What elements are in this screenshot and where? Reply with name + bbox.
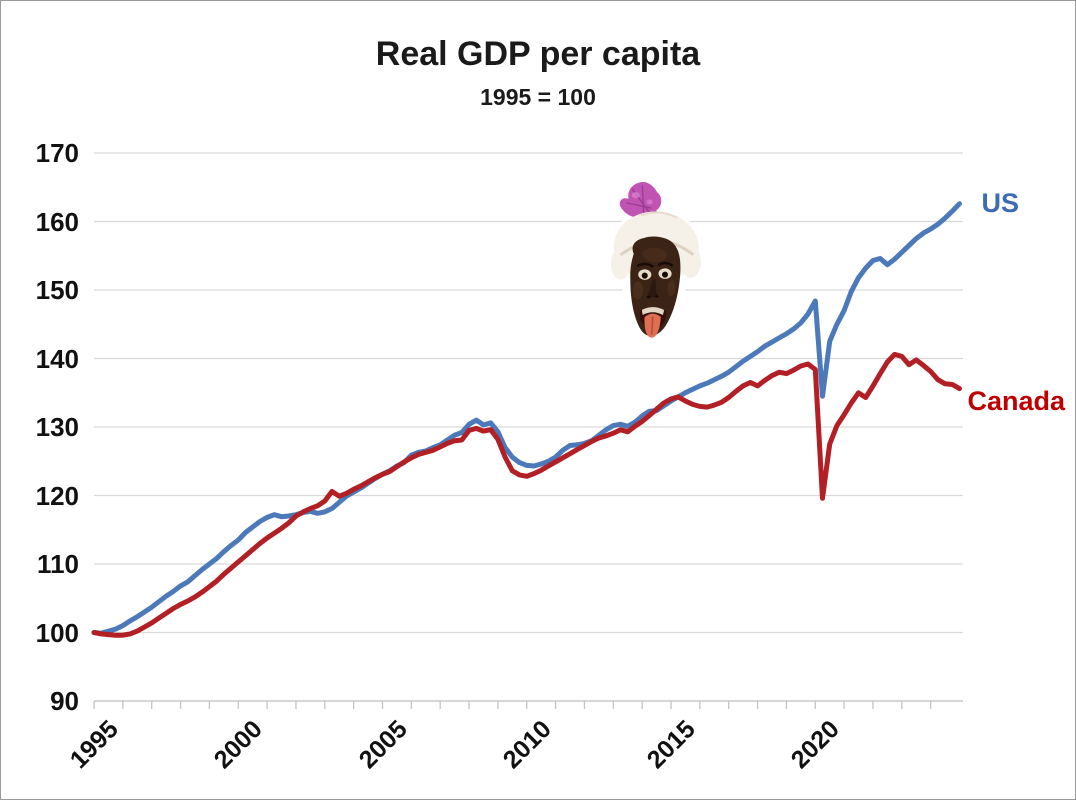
turban-face-image [608,179,704,344]
chart-subtitle: 1995 = 100 [480,84,596,110]
us-line [91,201,962,636]
y-tick-label: 140 [35,343,79,374]
y-tick-label: 130 [35,412,79,442]
y-tick-label: 90 [50,686,79,716]
us-series-label: US [981,187,1020,218]
y-tick-label: 120 [35,480,79,511]
canada-line [91,351,962,638]
chart-title: Real GDP per capita [375,35,701,73]
y-tick-label: 170 [35,138,79,168]
canada-series-label: Canada [967,385,1066,416]
y-tick-label: 150 [35,275,79,305]
face-icon [630,236,681,338]
y-tick-label: 110 [37,549,79,579]
y-tick-label: 160 [35,206,79,237]
y-tick-label: 100 [35,617,79,648]
